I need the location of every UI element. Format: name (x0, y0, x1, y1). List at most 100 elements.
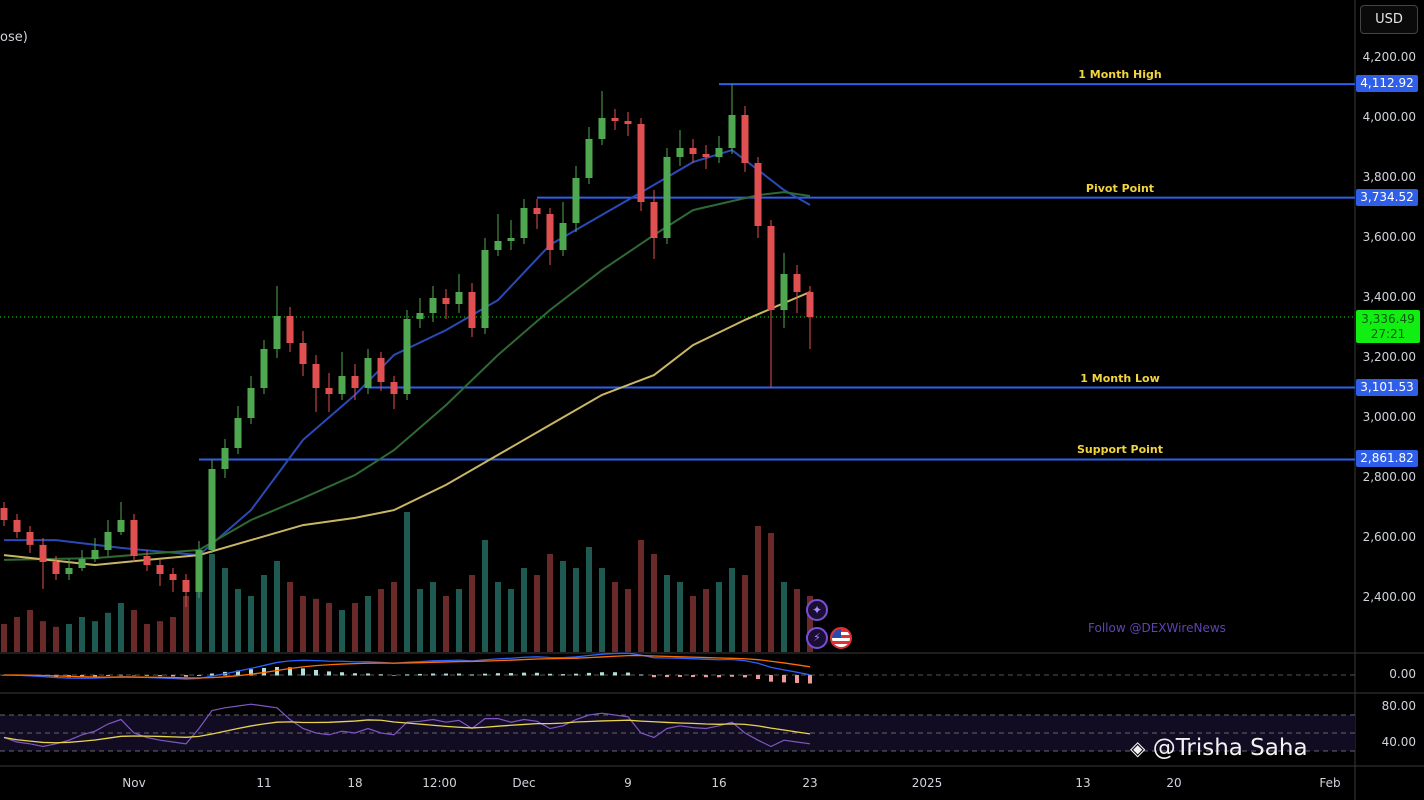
follow-watermark: Follow @DEXWireNews (1088, 621, 1226, 635)
macd-histogram-bar (496, 673, 500, 676)
volume-bar (352, 603, 358, 652)
volume-bar (144, 624, 150, 652)
time-axis-tick: 23 (802, 776, 818, 790)
macd-histogram-bar (717, 675, 721, 678)
volume-bar (703, 589, 709, 652)
macd-histogram-bar (535, 672, 539, 676)
candle-body (689, 148, 697, 154)
macd-signal-line (3, 654, 811, 679)
volume-bar (53, 626, 59, 652)
volume-bar (625, 589, 631, 652)
candle (533, 199, 541, 229)
volume-bar (404, 512, 410, 652)
candle-body (169, 574, 177, 580)
candle (39, 538, 47, 589)
candle-body (377, 358, 385, 382)
volume-bar (612, 582, 618, 652)
macd-histogram-bar (483, 673, 487, 676)
candle-body (715, 148, 723, 157)
candle (338, 352, 346, 400)
volume-bar (469, 575, 475, 652)
candle (299, 331, 307, 376)
level-price-tag: 2,861.82 (1356, 450, 1418, 468)
candle-body (234, 418, 242, 448)
candle-body (650, 202, 658, 238)
macd-histogram-bar (509, 673, 513, 676)
macd-histogram-bar (275, 666, 279, 676)
candle (143, 550, 151, 571)
volume-bar (430, 582, 436, 652)
volume-bar (443, 596, 449, 652)
candle (806, 286, 814, 349)
candle (780, 253, 788, 328)
candle-body (156, 565, 164, 574)
macd-histogram-bar (249, 669, 253, 676)
candle (793, 265, 801, 313)
price-axis-tick: 3,200.00 (1362, 350, 1416, 364)
volume-bar (742, 575, 748, 652)
us-flag-icon[interactable] (830, 627, 852, 649)
time-axis-tick: Feb (1319, 776, 1341, 790)
volume-bar (807, 596, 813, 652)
candle (364, 349, 372, 394)
candle-body (572, 178, 580, 223)
candle (403, 310, 411, 400)
candle-body (520, 208, 528, 238)
sparkle-icon[interactable]: ✦ (806, 599, 828, 621)
price-axis-tick: 3,000.00 (1362, 410, 1416, 424)
macd-histogram-bar (808, 675, 812, 684)
candle-body (741, 115, 749, 163)
time-axis-tick: 9 (624, 776, 632, 790)
candle-body (793, 274, 801, 292)
candle (663, 148, 671, 244)
candle (455, 274, 463, 313)
macd-histogram-bar (574, 673, 578, 676)
candle (442, 289, 450, 319)
candle (416, 298, 424, 328)
candle-body (533, 208, 541, 214)
candle (0, 502, 8, 526)
volume-bar (183, 596, 189, 652)
volume-bar (209, 554, 215, 652)
candle (741, 106, 749, 172)
macd-histogram-bar (327, 671, 331, 676)
candle-body (260, 349, 268, 388)
macd-histogram-bar (639, 674, 643, 676)
candle-body (468, 292, 476, 328)
candle-body (611, 118, 619, 121)
candle (104, 520, 112, 556)
candle (702, 145, 710, 169)
macd-histogram-bar (340, 672, 344, 676)
volume-bar (79, 617, 85, 652)
volume-bar (638, 540, 644, 652)
candle-body (455, 292, 463, 304)
macd-histogram-bar (587, 672, 591, 676)
volume-bar (456, 589, 462, 652)
candle (624, 112, 632, 136)
price-axis-tick: 4,200.00 (1362, 50, 1416, 64)
volume-bar (417, 589, 423, 652)
volume-bar (768, 533, 774, 652)
macd-histogram-bar (782, 675, 786, 683)
volume-bar (651, 554, 657, 652)
candle (468, 283, 476, 337)
binance-logo-icon: ◈ (1130, 736, 1146, 760)
candle (559, 202, 567, 256)
candle (221, 439, 229, 478)
macd-histogram-bar (548, 673, 552, 676)
macd-histogram-bar (119, 674, 123, 676)
macd-histogram-bar (626, 672, 630, 676)
macd-histogram-bar (743, 675, 747, 678)
volume-bar (547, 554, 553, 652)
author-name: @Trisha Saha (1152, 735, 1308, 761)
level-label: 1 Month Low (1080, 371, 1160, 385)
lightning-icon[interactable]: ⚡ (806, 627, 828, 649)
candle-body (26, 532, 34, 545)
candle-body (208, 469, 216, 550)
currency-button[interactable]: USD (1360, 5, 1418, 34)
volume-bar (222, 568, 228, 652)
candle (715, 136, 723, 163)
candle (728, 84, 736, 154)
volume-bar (66, 624, 72, 652)
